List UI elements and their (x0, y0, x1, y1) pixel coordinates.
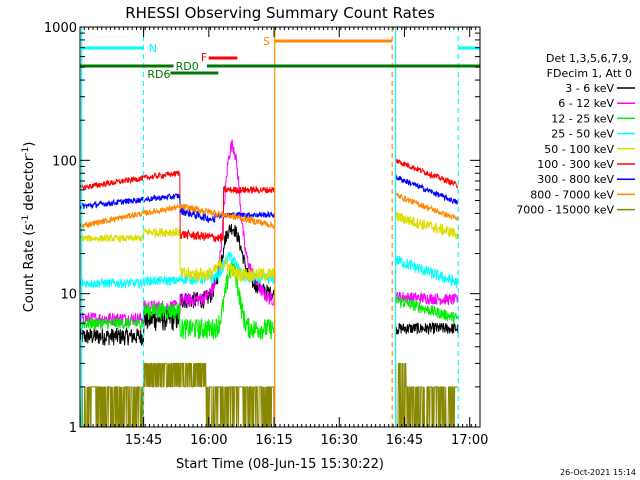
series-line-7000-15000kev (79, 362, 458, 428)
series-line-12-25kev (79, 259, 459, 340)
y-tick-label: 100 (52, 154, 77, 169)
x-tick-label: 16:15 (255, 433, 292, 448)
series-line-800-7000kev (79, 192, 459, 229)
legend-entry-label: 50 - 100 keV (544, 143, 614, 156)
legend-entry-label: 25 - 50 keV (551, 128, 614, 141)
series-line-3-6kev (79, 223, 459, 346)
x-tick-label: 16:45 (386, 433, 423, 448)
night-flag-label: N (149, 42, 157, 55)
legend-header-line2: FDecim 1, Att 0 (547, 67, 632, 80)
y-tick-label: 10 (60, 288, 77, 303)
x-tick-label: 16:00 (190, 433, 227, 448)
tick-layer: 15:45 16:00 16:15 16:30 16:45 17:00 1 10 100 1000 (44, 21, 489, 448)
series-line-100-300kev (79, 158, 459, 243)
legend-entry-label: 100 - 300 keV (537, 158, 614, 171)
y-tick-label: 1000 (44, 21, 77, 36)
flare-flag-label: F (201, 51, 207, 64)
plot-frame (79, 26, 481, 428)
legend-entry-label: 7000 - 15000 keV (516, 204, 614, 217)
series-line-50-100kev (79, 211, 459, 283)
marker-layer (81, 27, 459, 427)
legend-header-line1: Det 1,3,5,6,7,9, (546, 52, 632, 65)
legend-entry-label: 3 - 6 keV (565, 82, 614, 95)
saa-flag-label: S (263, 35, 270, 48)
x-tick-label: 15:45 (125, 433, 162, 448)
x-tick-label: 17:00 (451, 433, 488, 448)
x-axis-label: Start Time (08-Jun-15 15:30:22) (176, 457, 384, 472)
y-tick-label: 1 (69, 421, 77, 436)
legend-entry-label: 300 - 800 keV (537, 173, 614, 186)
legend-entry-label: 12 - 25 keV (551, 112, 614, 125)
series-line-6-12kev (79, 139, 459, 328)
legend: Det 1,3,5,6,7,9, FDecim 1, Att 0 3 - 6 k… (516, 52, 635, 217)
rd0-flag-label: RD0 (176, 60, 199, 73)
timestamp: 26-Oct-2021 15:14 (560, 468, 636, 477)
x-tick-label: 16:30 (321, 433, 358, 448)
series-layer (79, 139, 459, 428)
legend-entry-label: 6 - 12 keV (558, 97, 614, 110)
rd6-flag-label: RD6 (147, 68, 170, 81)
y-axis-label: Count Rate (s-1 detector-1) (21, 142, 37, 313)
legend-entry-label: 800 - 7000 keV (530, 188, 614, 201)
series-line-300-800kev (79, 174, 459, 224)
chart-title: RHESSI Observing Summary Count Rates (125, 4, 435, 22)
